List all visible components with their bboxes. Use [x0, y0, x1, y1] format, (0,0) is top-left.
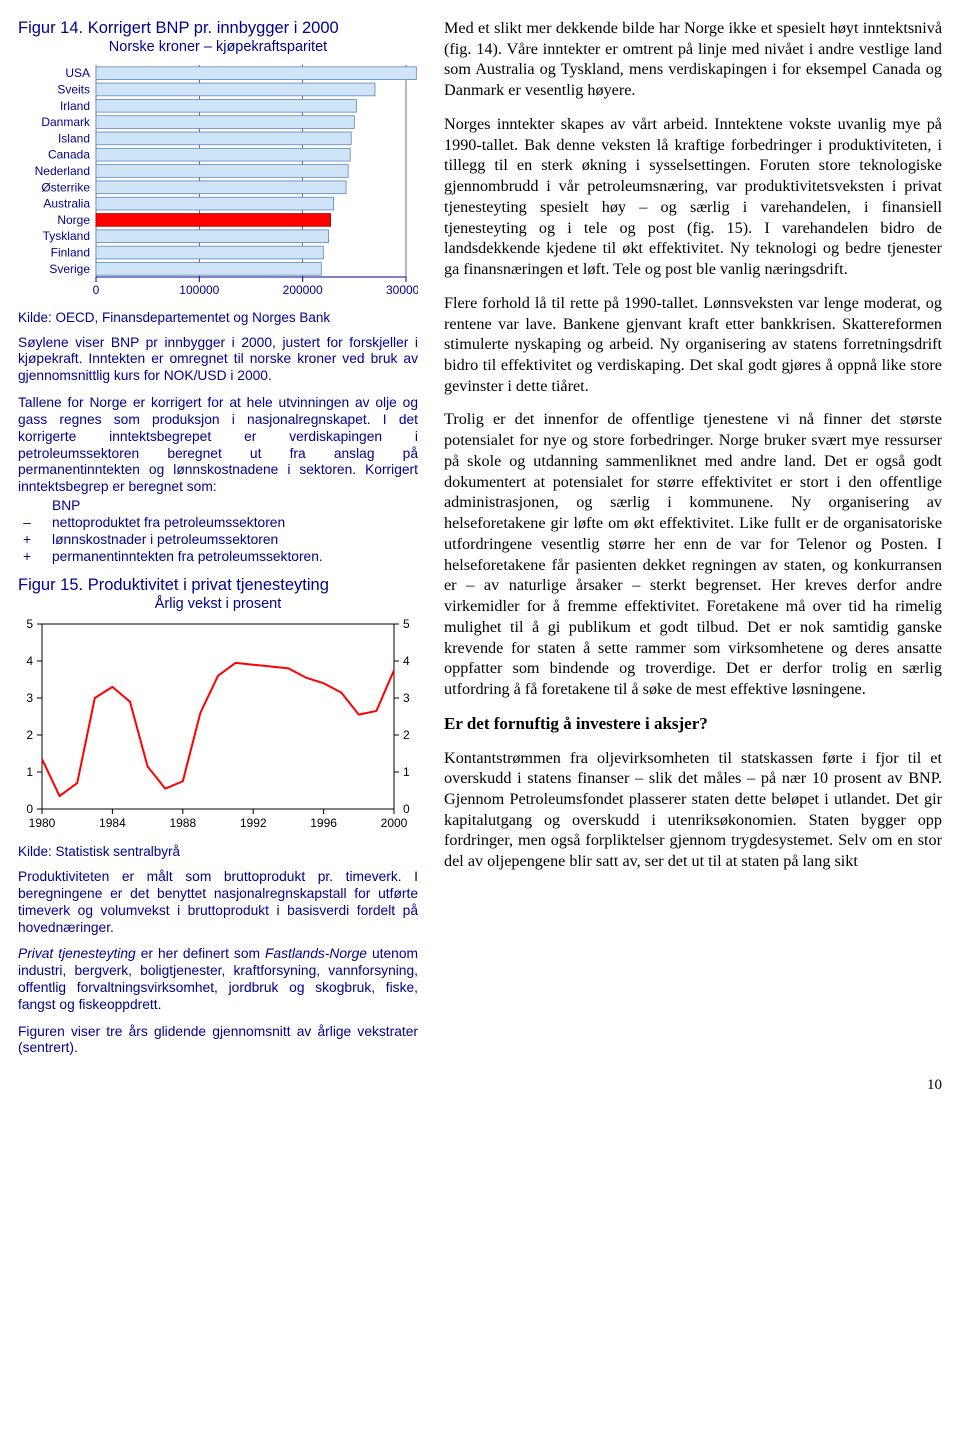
- svg-text:2: 2: [403, 728, 410, 742]
- fig15-blurb-2: Privat tjenesteyting er her definert som…: [18, 946, 418, 1013]
- fig14-chart: 0 100000 200000 300000 USA Sveits Irland Danmar…: [18, 61, 418, 299]
- svg-text:0: 0: [93, 283, 100, 297]
- svg-text:100000: 100000: [179, 283, 219, 297]
- fig15-blurb-2c: Fastlands-Norge: [265, 946, 367, 961]
- svg-text:Finland: Finland: [51, 245, 90, 259]
- svg-text:1988: 1988: [169, 816, 196, 830]
- svg-text:0: 0: [26, 802, 33, 816]
- svg-text:3: 3: [26, 691, 33, 705]
- calc-text: permanentinntekten fra petroleumssektore…: [52, 549, 323, 566]
- svg-text:4: 4: [403, 654, 410, 668]
- svg-text:Irland: Irland: [60, 98, 90, 112]
- calc-text: lønnskostnader i petroleumssektoren: [52, 532, 278, 549]
- fig15-title: Figur 15. Produktivitet i privat tjenest…: [18, 575, 418, 596]
- fig14-blurb-1: Søylene viser BNP pr innbygger i 2000, j…: [18, 335, 418, 385]
- svg-text:Sverige: Sverige: [49, 261, 90, 275]
- fig14-calc-line: + permanentinntekten fra petroleumssektor…: [18, 549, 418, 566]
- left-column: Figur 14. Korrigert BNP pr. innbygger i …: [18, 18, 418, 1067]
- svg-text:2: 2: [26, 728, 33, 742]
- svg-text:Danmark: Danmark: [41, 115, 91, 129]
- fig14-calc-line: + lønnskostnader i petroleumssektoren: [18, 532, 418, 549]
- fig15-subtitle: Årlig vekst i prosent: [18, 596, 418, 612]
- svg-text:0: 0: [403, 802, 410, 816]
- svg-text:1: 1: [26, 765, 33, 779]
- svg-text:1984: 1984: [99, 816, 126, 830]
- body-p5: Kontantstrømmen fra oljevirksomheten til…: [444, 748, 942, 872]
- calc-op: –: [18, 515, 36, 532]
- svg-text:1996: 1996: [310, 816, 337, 830]
- body-p2: Norges inntekter skapes av vårt arbeid. …: [444, 114, 942, 280]
- body-p3: Flere forhold lå til rette på 1990-talle…: [444, 293, 942, 397]
- svg-text:1: 1: [403, 765, 410, 779]
- svg-text:Nederland: Nederland: [35, 164, 90, 178]
- body-p1: Med et slikt mer dekkende bilde har Norg…: [444, 18, 942, 101]
- fig14-blurb-2: Tallene for Norge er korrigert for at he…: [18, 395, 418, 565]
- svg-text:Tyskland: Tyskland: [43, 229, 90, 243]
- svg-text:5: 5: [26, 618, 33, 631]
- svg-text:Island: Island: [58, 131, 90, 145]
- calc-op: +: [18, 549, 36, 566]
- svg-text:300000: 300000: [386, 283, 418, 297]
- svg-text:Norge: Norge: [57, 213, 90, 227]
- body-h2: Er det fornuftig å investere i aksjer?: [444, 713, 942, 735]
- fig15-blurb-2a: Privat tjenesteyting: [18, 946, 136, 961]
- fig14-subtitle: Norske kroner – kjøpekraftsparitet: [18, 39, 418, 55]
- fig15-chart: 543210543210198019841988199219962000: [18, 618, 418, 833]
- svg-text:3: 3: [403, 691, 410, 705]
- fig15-blurb-1: Produktiviteten er målt som bruttoproduk…: [18, 869, 418, 936]
- fig15-blurb-3: Figuren viser tre års glidende gjennomsn…: [18, 1024, 418, 1058]
- svg-text:4: 4: [26, 654, 33, 668]
- fig15-blurb-2b: er her definert som: [136, 946, 265, 961]
- svg-text:200000: 200000: [283, 283, 323, 297]
- svg-text:1980: 1980: [29, 816, 56, 830]
- fig15-source: Kilde: Statistisk sentralbyrå: [18, 844, 418, 859]
- fig14-calc-line: –nettoproduktet fra petroleumssektoren: [18, 515, 418, 532]
- svg-text:Østerrike: Østerrike: [41, 180, 90, 194]
- fig14-calc-line: BNP: [52, 498, 418, 515]
- svg-text:1992: 1992: [240, 816, 267, 830]
- svg-text:5: 5: [403, 618, 410, 631]
- right-column: Med et slikt mer dekkende bilde har Norg…: [444, 18, 942, 1067]
- fig14-blurb-2-text: Tallene for Norge er korrigert for at he…: [18, 395, 418, 494]
- body-p4: Trolig er det innenfor de offentlige tje…: [444, 409, 942, 699]
- calc-op: +: [18, 532, 36, 549]
- svg-text:2000: 2000: [381, 816, 408, 830]
- svg-text:Canada: Canada: [48, 147, 90, 161]
- page-number: 10: [18, 1077, 942, 1094]
- svg-text:Australia: Australia: [43, 196, 90, 210]
- svg-text:USA: USA: [65, 66, 90, 80]
- fig14-source: Kilde: OECD, Finansdepartementet og Norg…: [18, 310, 418, 325]
- calc-text: nettoproduktet fra petroleumssektoren: [52, 515, 285, 532]
- svg-text:Sveits: Sveits: [57, 82, 90, 96]
- fig14-title: Figur 14. Korrigert BNP pr. innbygger i …: [18, 18, 418, 39]
